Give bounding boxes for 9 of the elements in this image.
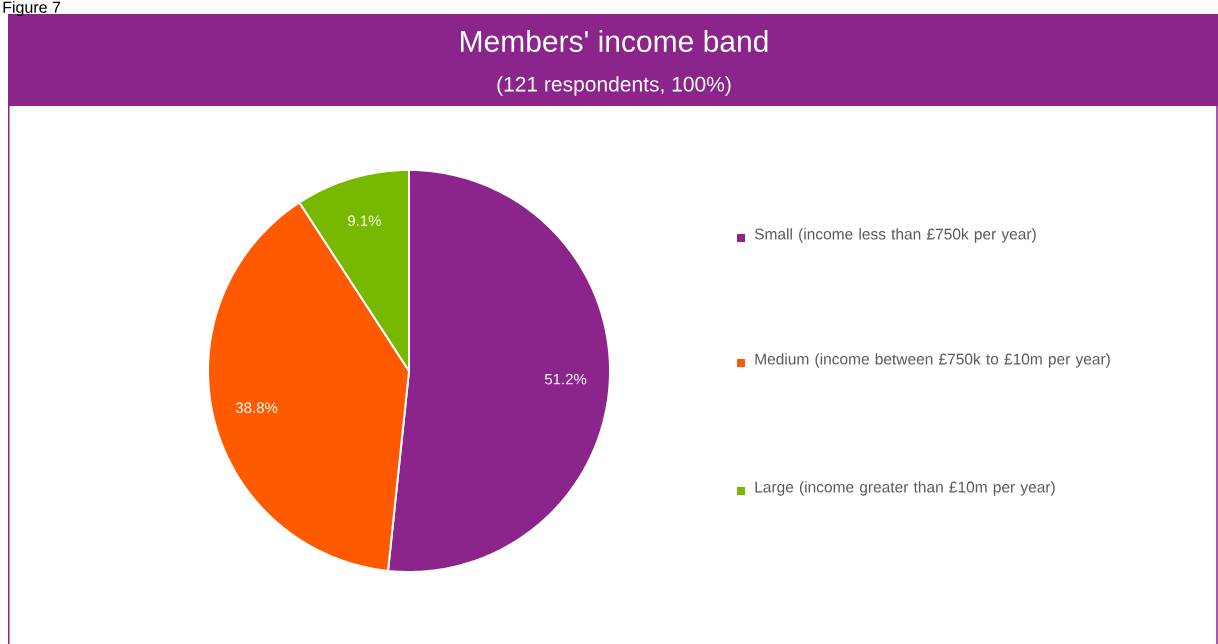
legend-label: Medium (income between £750k to £10m per year) bbox=[755, 353, 1110, 368]
caption: Figure 7 bbox=[3, 1, 61, 17]
data-label: 38.8% bbox=[235, 402, 278, 413]
legend-label: Large (income greater than £10m per year) bbox=[755, 481, 1055, 496]
chart-title: Members' income band bbox=[461, 29, 768, 53]
chart-subtitle: (121 respondents, 100%) bbox=[497, 76, 731, 96]
legend-label: Small (income less than £750k per year) bbox=[754, 228, 1036, 243]
data-label: 51.2% bbox=[544, 373, 587, 385]
data-label: 9.1% bbox=[348, 215, 381, 226]
